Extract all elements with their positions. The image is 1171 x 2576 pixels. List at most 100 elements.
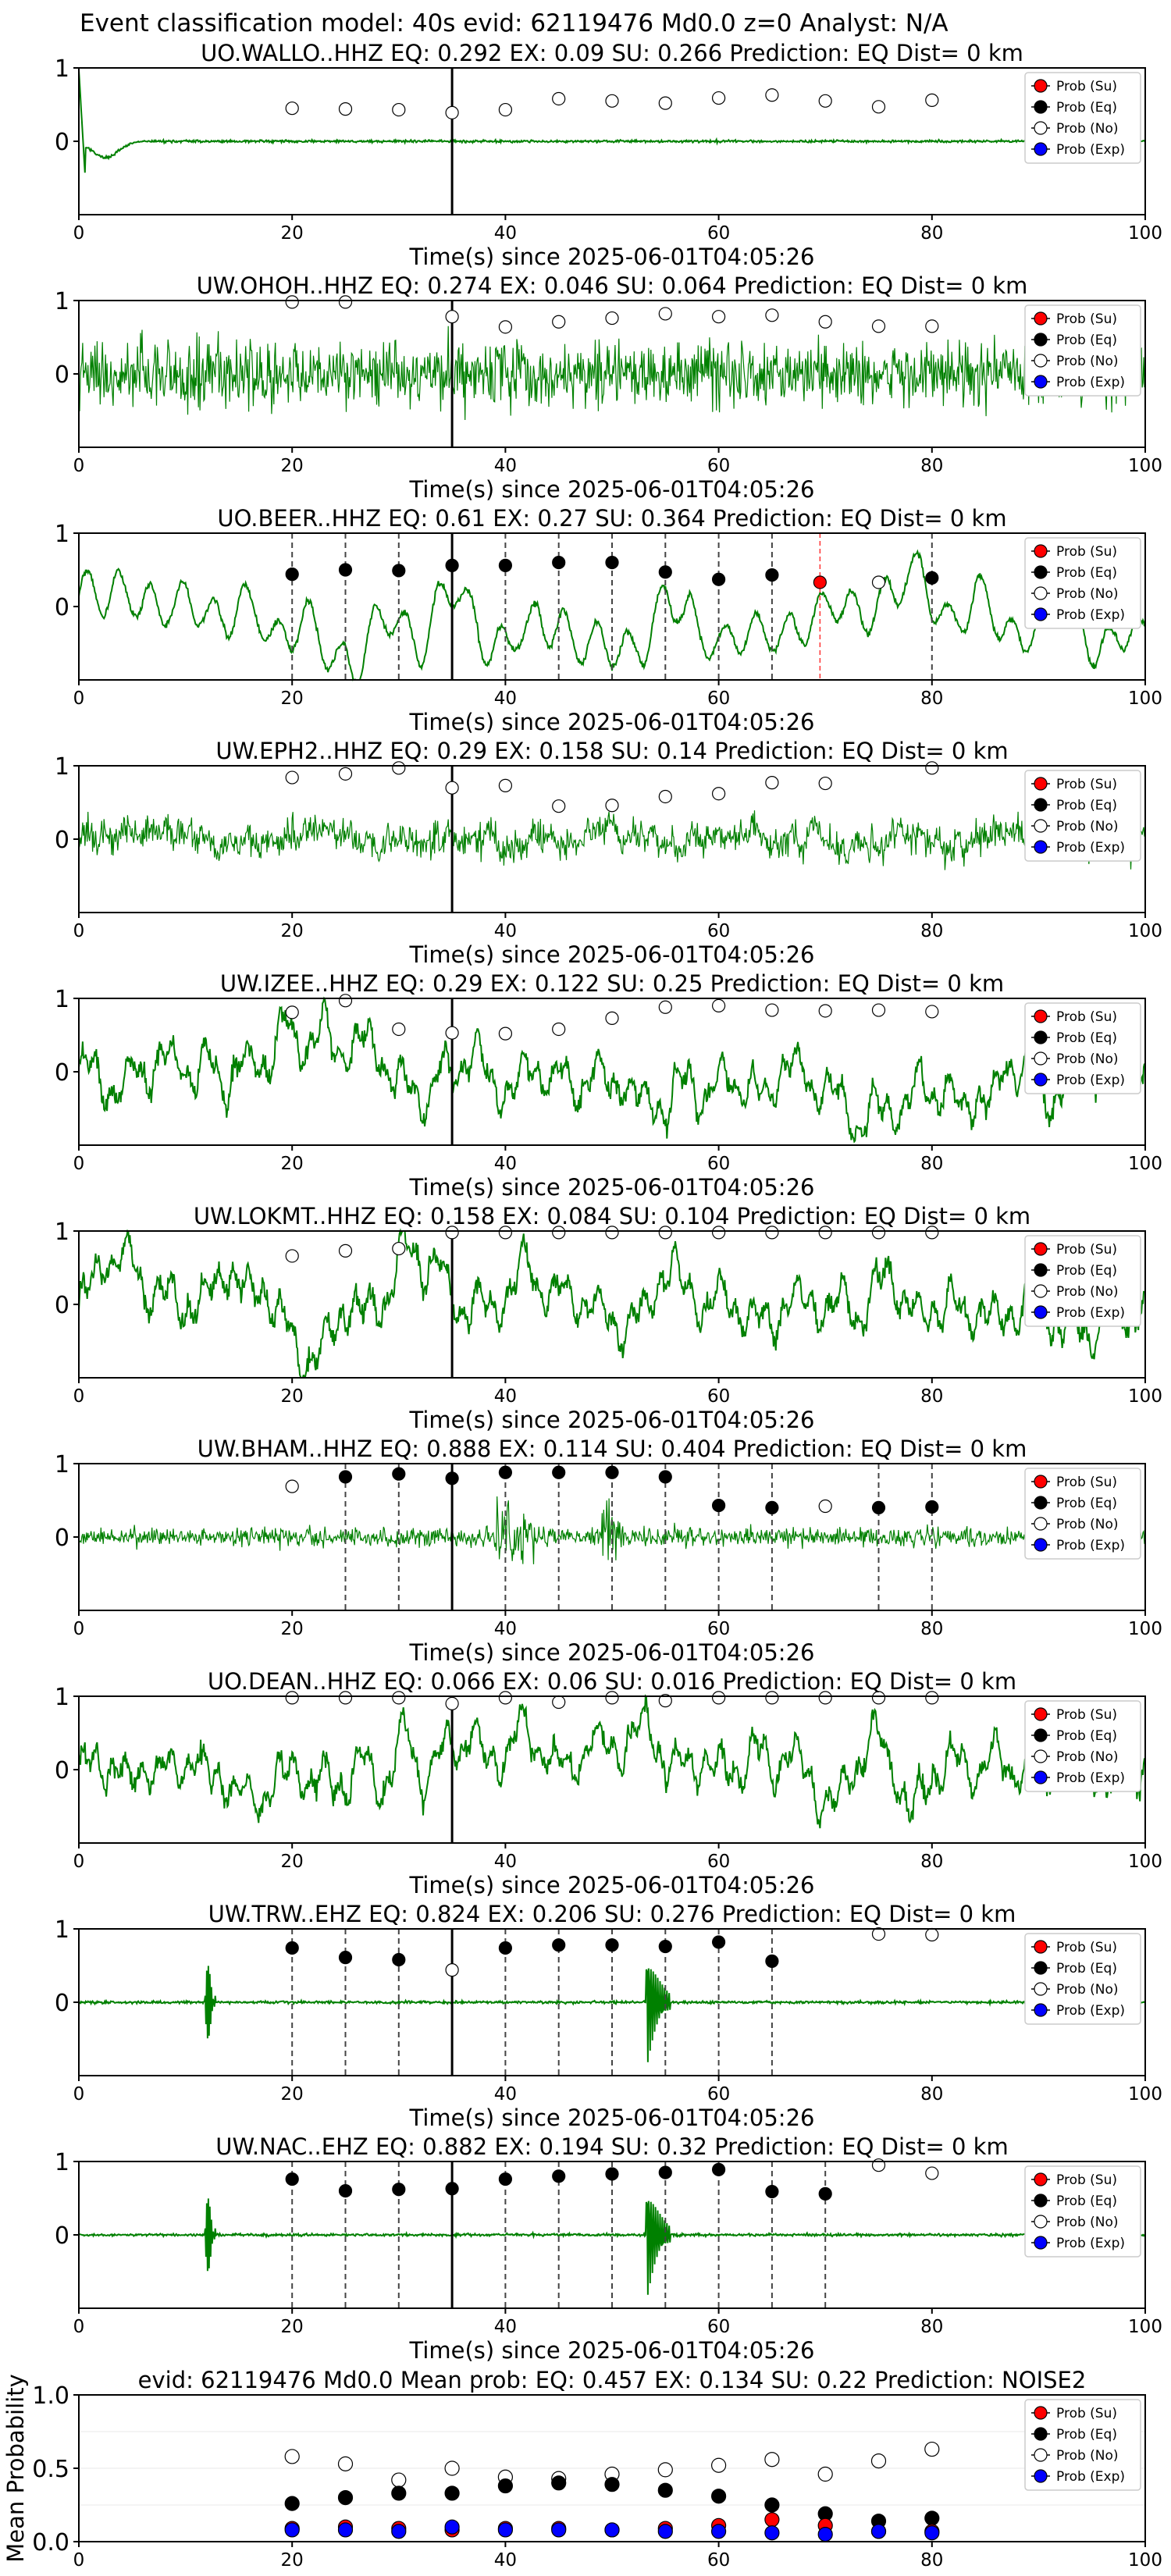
- legend-label: Prob (No): [1056, 586, 1119, 602]
- prob-point: [605, 555, 619, 570]
- legend-label: Prob (Eq): [1056, 565, 1117, 581]
- x-tick-label: 20: [281, 2084, 304, 2105]
- subplot-title: UO.WALLO..HHZ EQ: 0.292 EX: 0.09 SU: 0.2…: [201, 40, 1023, 66]
- y-tick-label: 0: [55, 594, 69, 621]
- legend-box: [1024, 1235, 1141, 1327]
- legend-label: Prob (No): [1056, 1517, 1119, 1532]
- prob-point: [925, 93, 939, 107]
- legend-label: Prob (Exp): [1056, 1538, 1125, 1553]
- x-tick-label: 0: [73, 223, 85, 244]
- mean-prob-point: [391, 2472, 407, 2488]
- x-tick-label: 40: [494, 2317, 517, 2337]
- waveform-trace: [78, 326, 1145, 421]
- legend-label: Prob (Exp): [1056, 607, 1125, 623]
- y-tick-label: 0: [55, 361, 69, 389]
- legend-label: Prob (No): [1056, 121, 1119, 137]
- y-tick-label: 1: [55, 753, 69, 781]
- prob-point: [605, 799, 619, 813]
- series-eq: [284, 2475, 940, 2529]
- legend-marker: [1034, 1517, 1048, 1531]
- prob-point: [605, 1226, 619, 1240]
- y-tick-label: 1: [55, 1451, 69, 1478]
- subplot-title: UO.DEAN..HHZ EQ: 0.066 EX: 0.06 SU: 0.01…: [208, 1668, 1016, 1695]
- prob-point: [338, 2184, 353, 2198]
- prob-point: [552, 1226, 566, 1240]
- mean-prob-point: [870, 2524, 887, 2539]
- prob-point: [498, 778, 513, 792]
- legend-label: Prob (Eq): [1056, 1728, 1117, 1744]
- waveform-trace: [78, 69, 1145, 173]
- prob-point: [552, 315, 566, 329]
- y-tick-label: 1: [55, 1219, 69, 1246]
- x-axis-label: Time(s) since 2025-06-01T04:05:26: [409, 244, 815, 270]
- waveform-trace: [78, 1228, 1145, 1379]
- mean-prob-point: [764, 2497, 780, 2513]
- prob-point: [711, 998, 726, 1013]
- x-axis-label: Time(s) since 2025-06-01T04:05:26: [409, 1174, 815, 1201]
- prob-point: [871, 1927, 886, 1941]
- x-tick-label: 40: [494, 688, 517, 709]
- y-tick-label: 0: [55, 1292, 69, 1319]
- prob-point: [285, 1249, 299, 1263]
- x-tick-label: 0: [73, 456, 85, 476]
- legend-label: Prob (Su): [1056, 2406, 1117, 2421]
- x-tick-label: 0: [73, 2550, 85, 2571]
- mean-prob-point: [391, 2524, 407, 2539]
- legend-label: Prob (Su): [1056, 79, 1117, 94]
- mean-prob-point: [497, 2522, 514, 2538]
- mean-prob-point: [337, 2456, 354, 2471]
- legend-label: Prob (Eq): [1056, 2194, 1117, 2209]
- legend-marker: [1034, 1770, 1048, 1784]
- x-tick-label: 100: [1128, 2550, 1162, 2571]
- legend-label: Prob (No): [1056, 819, 1119, 834]
- x-axis-label: Time(s) since 2025-06-01T04:05:26: [409, 2105, 815, 2131]
- y-tick-label: 0: [55, 2222, 69, 2250]
- legend-box: [1024, 2399, 1141, 2491]
- x-tick-label: 80: [920, 1852, 943, 1872]
- legend-label: Prob (Exp): [1056, 840, 1125, 856]
- legend-label: Prob (Su): [1056, 777, 1117, 792]
- prob-point: [445, 2182, 459, 2196]
- prob-point: [871, 319, 886, 333]
- legend-label: Prob (Eq): [1056, 1496, 1117, 1511]
- legend-label: Prob (No): [1056, 1749, 1119, 1765]
- prob-point: [552, 1022, 566, 1037]
- mean-prob-point: [817, 2466, 833, 2482]
- prob-point: [765, 1226, 779, 1240]
- x-axis-label: Time(s) since 2025-06-01T04:05:26: [409, 1639, 815, 1666]
- x-tick-label: 40: [494, 456, 517, 476]
- subplot-title: UW.EPH2..HHZ EQ: 0.29 EX: 0.158 SU: 0.14…: [215, 738, 1008, 764]
- mean-prob-point: [764, 2452, 780, 2467]
- prob-point: [605, 1691, 619, 1705]
- x-tick-label: 0: [73, 1154, 85, 1174]
- prob-point: [392, 1241, 406, 1256]
- legend-label: Prob (Eq): [1056, 1263, 1117, 1279]
- legend-box: [1024, 770, 1141, 862]
- legend-label: Prob (Su): [1056, 544, 1117, 560]
- legend-marker: [1034, 819, 1048, 833]
- y-tick-label: 0: [55, 1990, 69, 2017]
- prob-point: [392, 1022, 406, 1037]
- x-tick-label: 40: [494, 1852, 517, 1872]
- prob-point: [925, 1005, 939, 1019]
- figure-title: Event classification model: 40s evid: 62…: [80, 9, 949, 37]
- prob-point: [392, 2183, 406, 2197]
- waveform-trace: [78, 2198, 1145, 2295]
- prob-point: [338, 102, 353, 116]
- mean-prob-point: [657, 2524, 673, 2539]
- mean-prob-point: [337, 2490, 354, 2506]
- prob-point: [392, 761, 406, 775]
- prob-point: [818, 1226, 832, 1240]
- x-tick-label: 60: [707, 2317, 730, 2337]
- legend-marker: [1034, 2194, 1048, 2208]
- legend: Prob (Su) Prob (Eq) Prob (No) Prob (Exp): [1024, 770, 1141, 862]
- y-tick-label: 0: [55, 827, 69, 854]
- legend-box: [1024, 72, 1141, 164]
- subplot-title: UW.OHOH..HHZ EQ: 0.274 EX: 0.046 SU: 0.0…: [197, 272, 1028, 299]
- x-tick-label: 0: [73, 1852, 85, 1872]
- prob-point: [498, 1465, 513, 1479]
- x-tick-label: 80: [920, 456, 943, 476]
- x-tick-label: 60: [707, 1154, 730, 1174]
- x-tick-label: 40: [494, 2084, 517, 2105]
- x-tick-label: 20: [281, 1386, 304, 1407]
